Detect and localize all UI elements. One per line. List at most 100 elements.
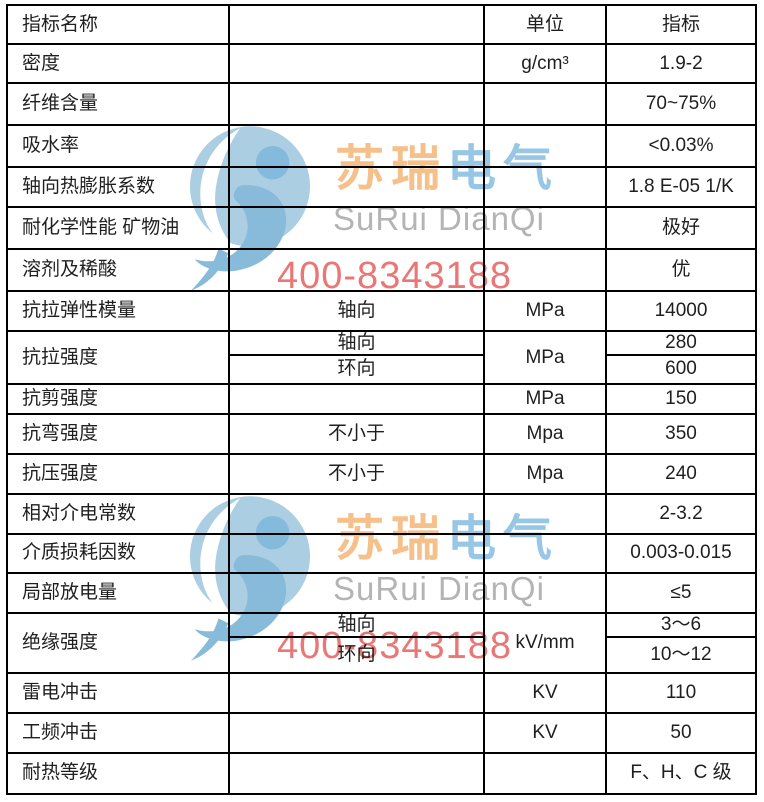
- row-power-frequency-impulse: 工频冲击 KV 50: [6, 711, 757, 754]
- condition-cell: [228, 124, 485, 168]
- condition-cell: 不小于: [228, 452, 485, 495]
- value-cell: 优: [605, 248, 757, 292]
- name-cell: 吸水率: [6, 124, 230, 168]
- unit-cell: MPa: [483, 290, 607, 332]
- row-insulation-strength-axial: 绝缘强度 轴向 kV/mm 3～6: [6, 611, 757, 674]
- header-condition: [228, 4, 485, 45]
- name-cell: 纤维含量: [6, 82, 230, 126]
- unit-cell: KV: [483, 711, 607, 754]
- condition-cell: [228, 382, 485, 415]
- row-water-absorption: 吸水率 <0.03%: [6, 124, 757, 168]
- condition-cell: [228, 532, 485, 574]
- name-cell: 工频冲击: [6, 711, 230, 754]
- row-shear-strength: 抗剪强度 MPa 150: [6, 382, 757, 415]
- row-dissipation-factor: 介质损耗因数 0.003-0.015: [6, 532, 757, 574]
- unit-cell: Mpa: [483, 412, 607, 455]
- value-cell: 0.003-0.015: [605, 532, 757, 574]
- name-cell: 抗压强度: [6, 452, 230, 495]
- name-cell: 抗弯强度: [6, 412, 230, 455]
- value-cell: 2-3.2: [605, 492, 757, 535]
- value-cell: 600: [605, 353, 757, 385]
- row-tensile-strength-axial: 抗拉强度 轴向 MPa 280: [6, 330, 757, 385]
- row-tensile-strength-hoop: 环向 600: [7, 353, 757, 385]
- name-cell: 抗剪强度: [6, 382, 230, 415]
- value-cell: 280: [605, 330, 757, 356]
- value-cell: 50: [605, 711, 757, 754]
- condition-cell: [228, 43, 485, 84]
- row-bending-strength: 抗弯强度 不小于 Mpa 350: [6, 412, 757, 455]
- unit-cell: kV/mm: [483, 611, 607, 674]
- row-insulation-strength-hoop: 环向 10～12: [7, 635, 757, 674]
- value-cell: 极好: [605, 206, 757, 250]
- name-cell: 介质损耗因数: [6, 532, 230, 574]
- unit-cell: [483, 248, 607, 292]
- name-cell: 密度: [6, 43, 230, 84]
- value-cell: ≤5: [605, 571, 757, 614]
- value-cell: 1.8 E-05 1/K: [605, 166, 757, 208]
- name-cell: 绝缘强度: [6, 611, 230, 674]
- name-cell: 耐热等级: [6, 751, 230, 795]
- condition-cell: [228, 492, 485, 535]
- unit-cell: [483, 124, 607, 168]
- unit-cell: [483, 571, 607, 614]
- row-axial-thermal-expansion: 轴向热膨胀系数 1.8 E-05 1/K: [6, 166, 757, 208]
- unit-cell: [483, 166, 607, 208]
- condition-cell: [228, 206, 485, 250]
- row-tensile-modulus: 抗拉弹性模量 轴向 MPa 14000: [6, 290, 757, 332]
- value-cell: 110: [605, 671, 757, 714]
- unit-cell: [483, 492, 607, 535]
- condition-cell: [228, 671, 485, 714]
- unit-cell: MPa: [483, 330, 607, 385]
- unit-cell: [483, 206, 607, 250]
- condition-cell: 轴向: [228, 330, 485, 356]
- row-heat-resistance-class: 耐热等级 F、H、C 级: [6, 751, 757, 795]
- row-chemical-resistance-mineral-oil: 耐化学性能 矿物油 极好: [6, 206, 757, 250]
- value-cell: 10～12: [605, 635, 757, 674]
- header-name: 指标名称: [6, 4, 230, 45]
- condition-cell: [228, 751, 485, 795]
- unit-cell: [483, 532, 607, 574]
- condition-cell: 轴向: [228, 611, 485, 638]
- name-cell: 相对介电常数: [6, 492, 230, 535]
- unit-cell: MPa: [483, 382, 607, 415]
- unit-cell: KV: [483, 671, 607, 714]
- row-compressive-strength: 抗压强度 不小于 Mpa 240: [6, 452, 757, 495]
- name-cell: 局部放电量: [6, 571, 230, 614]
- name-cell: 溶剂及稀酸: [6, 248, 230, 292]
- value-cell: 1.9-2: [605, 43, 757, 84]
- row-fiber-content: 纤维含量 70~75%: [6, 82, 757, 126]
- value-cell: 14000: [605, 290, 757, 332]
- unit-cell: Mpa: [483, 452, 607, 495]
- row-density: 密度 g/cm³ 1.9-2: [6, 43, 757, 84]
- row-solvent-dilute-acid: 溶剂及稀酸 优: [6, 248, 757, 292]
- name-cell: 耐化学性能 矿物油: [6, 206, 230, 250]
- unit-cell: [483, 82, 607, 126]
- row-partial-discharge: 局部放电量 ≤5: [6, 571, 757, 614]
- header-value: 指标: [605, 4, 757, 45]
- row-dielectric-constant: 相对介电常数 2-3.2: [6, 492, 757, 535]
- condition-cell: [228, 166, 485, 208]
- header-unit: 单位: [483, 4, 607, 45]
- row-lightning-impulse: 雷电冲击 KV 110: [6, 671, 757, 714]
- condition-cell: 不小于: [228, 412, 485, 455]
- unit-cell: g/cm³: [483, 43, 607, 84]
- header-row: 指标名称 单位 指标: [6, 4, 757, 45]
- value-cell: 150: [605, 382, 757, 415]
- value-cell: 70~75%: [605, 82, 757, 126]
- value-cell: 3～6: [605, 611, 757, 638]
- value-cell: 240: [605, 452, 757, 495]
- value-cell: <0.03%: [605, 124, 757, 168]
- condition-cell: [228, 248, 485, 292]
- name-cell: 抗拉弹性模量: [6, 290, 230, 332]
- condition-cell: 轴向: [228, 290, 485, 332]
- spec-table: 指标名称 单位 指标 密度 g/cm³ 1.9-2 纤维含量 70~75% 吸水…: [6, 4, 757, 795]
- condition-cell: 环向: [228, 635, 485, 674]
- value-cell: 350: [605, 412, 757, 455]
- condition-cell: [228, 82, 485, 126]
- name-cell: 雷电冲击: [6, 671, 230, 714]
- unit-cell: [483, 751, 607, 795]
- condition-cell: [228, 711, 485, 754]
- condition-cell: [228, 571, 485, 614]
- name-cell: 抗拉强度: [6, 330, 230, 385]
